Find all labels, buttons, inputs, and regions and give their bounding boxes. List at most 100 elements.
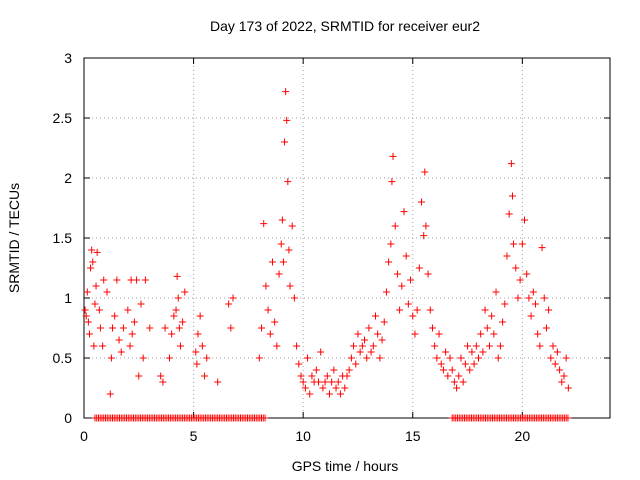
data-point bbox=[266, 330, 274, 338]
data-point bbox=[358, 342, 366, 350]
data-point bbox=[196, 312, 204, 320]
data-point bbox=[534, 330, 542, 338]
data-point bbox=[400, 208, 408, 216]
data-point bbox=[505, 210, 513, 218]
data-point bbox=[457, 354, 465, 362]
data-point bbox=[301, 384, 309, 392]
data-point bbox=[376, 354, 384, 362]
data-point bbox=[387, 240, 395, 248]
data-point bbox=[540, 294, 548, 302]
data-point bbox=[428, 324, 436, 332]
data-point bbox=[141, 276, 149, 284]
data-point bbox=[556, 366, 564, 374]
data-point bbox=[293, 342, 301, 350]
data-point bbox=[312, 366, 320, 374]
data-point bbox=[113, 276, 121, 284]
data-point bbox=[418, 198, 426, 206]
data-point bbox=[146, 324, 154, 332]
data-point bbox=[562, 354, 570, 362]
y-tick-label: 2 bbox=[64, 170, 72, 186]
data-point bbox=[279, 258, 287, 266]
data-point bbox=[558, 378, 566, 386]
data-point bbox=[424, 270, 432, 278]
data-point bbox=[518, 240, 526, 248]
data-point bbox=[96, 324, 104, 332]
data-point bbox=[365, 324, 373, 332]
data-point bbox=[271, 318, 279, 326]
data-point bbox=[398, 282, 406, 290]
data-point bbox=[547, 354, 555, 362]
data-point bbox=[361, 336, 369, 344]
data-point bbox=[95, 306, 103, 314]
data-point bbox=[295, 360, 303, 368]
data-point bbox=[560, 372, 568, 380]
y-axis-label: SRMTID / TECUs bbox=[6, 183, 22, 293]
data-point bbox=[363, 354, 371, 362]
data-point bbox=[103, 288, 111, 296]
y-tick-label: 1.5 bbox=[53, 230, 73, 246]
data-point bbox=[521, 216, 529, 224]
data-point bbox=[321, 378, 329, 386]
data-point bbox=[512, 264, 520, 272]
data-point bbox=[268, 258, 276, 266]
data-point bbox=[404, 300, 412, 308]
data-point bbox=[193, 360, 201, 368]
axis-ticks: 0 0.5 1 1.5 2 2.5 3 0 5 10 15 20 bbox=[53, 50, 610, 444]
data-point bbox=[181, 288, 189, 296]
data-point bbox=[536, 342, 544, 350]
data-point bbox=[285, 246, 293, 254]
data-point bbox=[475, 354, 482, 362]
data-point bbox=[468, 348, 476, 356]
data-point bbox=[336, 390, 344, 398]
data-point bbox=[415, 264, 423, 272]
data-point bbox=[551, 360, 559, 368]
data-point bbox=[203, 354, 211, 362]
data-point bbox=[165, 354, 173, 362]
data-point bbox=[288, 222, 296, 230]
data-point bbox=[304, 354, 312, 362]
x-tick-label: 0 bbox=[80, 428, 88, 444]
data-point bbox=[413, 306, 421, 314]
data-point bbox=[446, 354, 454, 362]
data-point bbox=[100, 276, 108, 284]
data-point bbox=[262, 282, 270, 290]
data-point bbox=[367, 348, 375, 356]
data-point bbox=[421, 168, 429, 176]
data-point bbox=[459, 378, 467, 386]
data-point bbox=[325, 390, 333, 398]
data-point bbox=[82, 312, 90, 320]
data-point bbox=[422, 222, 430, 230]
data-point bbox=[483, 324, 491, 332]
data-point bbox=[531, 300, 539, 308]
data-point bbox=[545, 306, 553, 314]
data-point bbox=[525, 294, 533, 302]
data-point bbox=[343, 372, 351, 380]
data-point bbox=[442, 348, 450, 356]
data-point bbox=[527, 312, 535, 320]
data-point bbox=[275, 270, 283, 278]
x-tick-label: 15 bbox=[405, 428, 421, 444]
data-point bbox=[194, 330, 202, 338]
data-point bbox=[130, 318, 138, 326]
data-point bbox=[115, 336, 123, 344]
data-point bbox=[126, 342, 134, 350]
data-point bbox=[529, 288, 537, 296]
chart-title: Day 173 of 2022, SRMTID for receiver eur… bbox=[210, 18, 480, 34]
data-point bbox=[299, 378, 307, 386]
data-point bbox=[90, 342, 98, 350]
data-point bbox=[510, 240, 518, 248]
data-point bbox=[549, 342, 557, 350]
data-point bbox=[89, 258, 97, 266]
data-point bbox=[347, 354, 355, 362]
data-point bbox=[135, 372, 143, 380]
data-point bbox=[508, 192, 516, 200]
data-point bbox=[111, 312, 119, 320]
data-point bbox=[334, 378, 342, 386]
data-point bbox=[260, 220, 268, 228]
data-point bbox=[278, 216, 286, 224]
data-point bbox=[81, 306, 89, 314]
data-point bbox=[350, 342, 358, 350]
data-point bbox=[380, 318, 388, 326]
plot-frame bbox=[83, 57, 611, 419]
data-point bbox=[255, 354, 263, 362]
